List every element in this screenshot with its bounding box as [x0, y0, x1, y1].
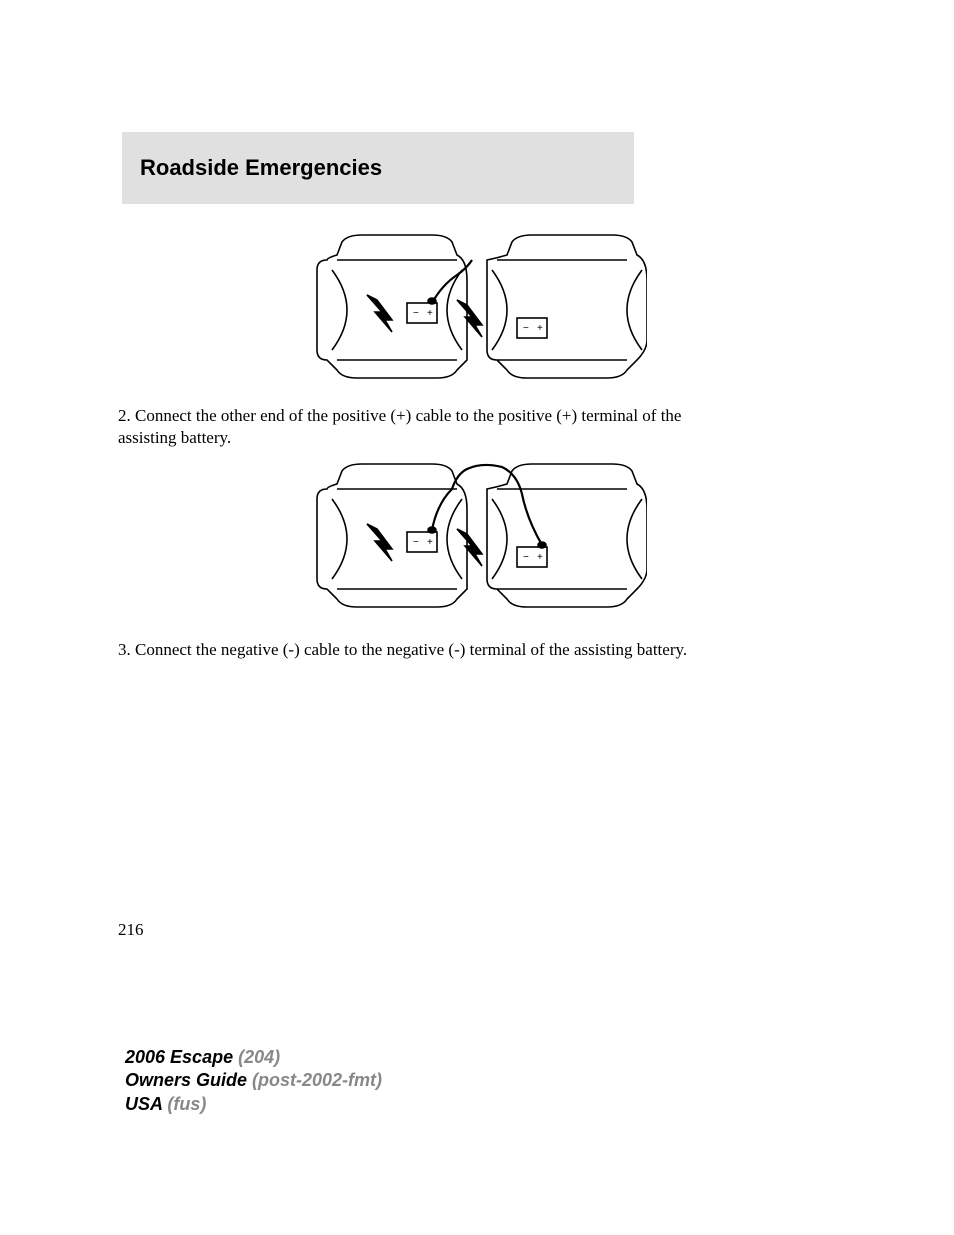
step-2-text: 2. Connect the other end of the positive… [118, 405, 718, 449]
footer-line-2: Owners Guide (post-2002-fmt) [125, 1069, 382, 1092]
svg-text:+: + [537, 552, 543, 563]
svg-text:+: + [427, 308, 433, 319]
section-title: Roadside Emergencies [140, 155, 382, 181]
footer-guide: Owners Guide [125, 1070, 252, 1090]
svg-text:+: + [427, 537, 433, 548]
page-number: 216 [118, 920, 144, 940]
step-3-text: 3. Connect the negative (-) cable to the… [118, 639, 718, 661]
footer-fus: (fus) [167, 1094, 206, 1114]
footer-line-3: USA (fus) [125, 1093, 382, 1116]
jumper-diagram-2: − + − + [307, 459, 647, 619]
svg-text:−: − [523, 323, 529, 334]
footer-line-1: 2006 Escape (204) [125, 1046, 382, 1069]
svg-text:+: + [537, 323, 543, 334]
footer-block: 2006 Escape (204) Owners Guide (post-200… [125, 1046, 382, 1116]
svg-text:−: − [523, 552, 529, 563]
footer-code: (204) [238, 1047, 280, 1067]
svg-text:−: − [413, 308, 419, 319]
section-header: Roadside Emergencies [122, 132, 634, 204]
footer-model: 2006 Escape [125, 1047, 238, 1067]
jumper-diagram-1: − + − + [307, 230, 647, 390]
footer-fmt: (post-2002-fmt) [252, 1070, 382, 1090]
svg-text:−: − [413, 537, 419, 548]
footer-region: USA [125, 1094, 167, 1114]
